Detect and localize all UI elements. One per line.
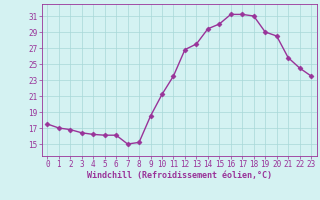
X-axis label: Windchill (Refroidissement éolien,°C): Windchill (Refroidissement éolien,°C) (87, 171, 272, 180)
